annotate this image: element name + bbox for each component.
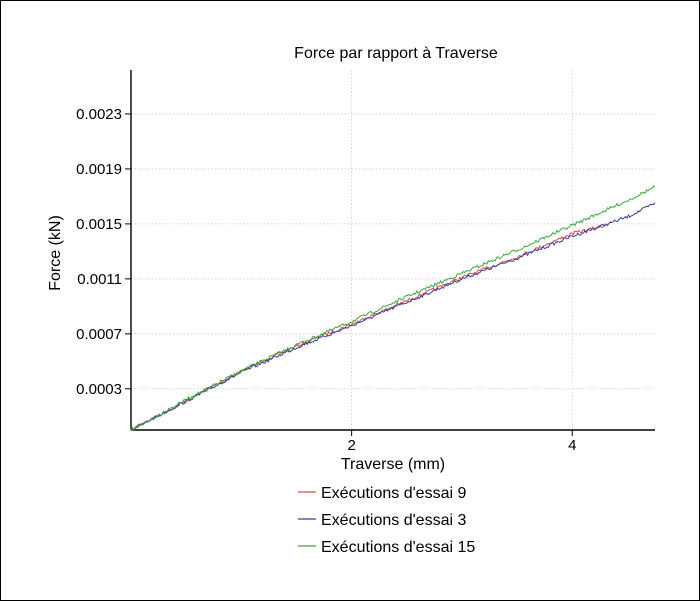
legend-label: Exécutions d'essai 3 bbox=[321, 512, 466, 529]
y-tick-label: 0.0015 bbox=[76, 216, 122, 233]
series-line bbox=[130, 185, 656, 431]
grid-lines bbox=[131, 70, 655, 430]
tick-labels: 0.0003 0.0007 0.0011 0.0015 0.0019 0.0023 2 4 bbox=[76, 106, 576, 454]
legend-label: Exécutions d'essai 9 bbox=[321, 485, 466, 502]
legend-label: Exécutions d'essai 15 bbox=[321, 539, 475, 556]
x-tick-label: 2 bbox=[347, 437, 355, 454]
x-tick-label: 4 bbox=[568, 437, 576, 454]
y-tick-label: 0.0019 bbox=[76, 161, 122, 178]
y-tick-label: 0.0007 bbox=[76, 326, 122, 343]
y-tick-label: 0.0023 bbox=[76, 106, 122, 123]
series-line bbox=[130, 225, 606, 431]
chart-title: Force par rapport à Traverse bbox=[294, 45, 498, 62]
y-tick-label: 0.0003 bbox=[76, 381, 122, 398]
series-lines bbox=[130, 185, 656, 431]
series-line bbox=[130, 202, 656, 431]
y-axis-label: Force (kN) bbox=[47, 215, 64, 291]
legend: Exécutions d'essai 9 Exécutions d'essai 3… bbox=[298, 485, 475, 556]
x-axis-label: Traverse (mm) bbox=[341, 456, 445, 473]
tick-marks bbox=[125, 113, 573, 436]
y-tick-label: 0.0011 bbox=[77, 271, 122, 288]
